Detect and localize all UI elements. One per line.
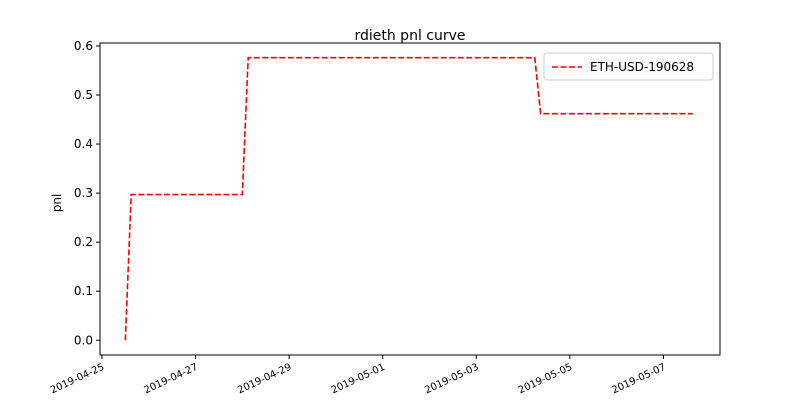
y-tick-label: 0.2 bbox=[74, 235, 93, 249]
legend-box bbox=[543, 52, 714, 81]
y-tick-label: 0.4 bbox=[74, 137, 93, 151]
y-tick-label: 0.0 bbox=[74, 333, 93, 347]
y-tick-label: 0.5 bbox=[74, 88, 93, 102]
y-tick-label: 0.6 bbox=[74, 39, 93, 53]
x-tick-label: 2019-05-01 bbox=[330, 362, 387, 397]
x-tick-label: 2019-05-03 bbox=[423, 362, 480, 397]
plot-area bbox=[124, 56, 693, 341]
plot-frame bbox=[99, 42, 721, 356]
x-tick-label: 2019-04-27 bbox=[142, 362, 199, 397]
x-tick-label: 2019-05-05 bbox=[517, 362, 574, 397]
y-axis-label: pnl bbox=[50, 194, 64, 213]
chart-title: rdieth pnl curve bbox=[354, 28, 465, 44]
series-line bbox=[124, 56, 693, 341]
x-tick-label: 2019-05-07 bbox=[610, 362, 667, 397]
y-tick-label: 0.3 bbox=[74, 186, 93, 200]
y-axis: 0.0 0.1 0.2 0.3 0.4 0.5 0.6 bbox=[74, 39, 100, 347]
legend: ETH-USD-190628 bbox=[543, 52, 714, 81]
legend-label: ETH-USD-190628 bbox=[590, 60, 694, 74]
y-tick-label: 0.1 bbox=[74, 284, 93, 298]
x-tick-label: 2019-04-25 bbox=[49, 362, 106, 397]
x-tick-label: 2019-04-29 bbox=[236, 362, 293, 397]
x-axis: 2019-04-25 2019-04-27 2019-04-29 2019-05-01… bbox=[49, 355, 668, 396]
